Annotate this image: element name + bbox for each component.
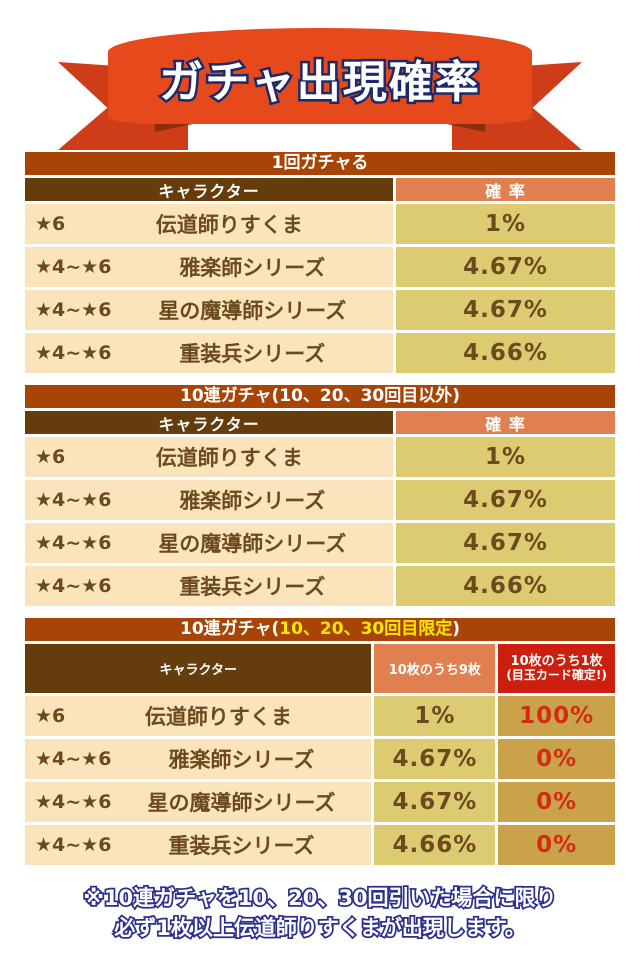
character-name: 雅楽師シリーズ — [179, 256, 326, 280]
footnote: ※10連ガチャを10、20、30回引いた場合に限り 必ず1枚以上伝道師りすくまが… — [0, 883, 640, 944]
probability-cell-nine-of-ten: 1% — [374, 696, 496, 736]
probability-cell-one-of-ten: 100% — [498, 696, 615, 736]
table-row: ★4~★6 重装兵シリーズ 4.66% 0% — [25, 825, 615, 865]
rarity-label: ★4~★6 — [35, 575, 112, 597]
column-header-one-of-ten: 10枚のうち1枚 (目玉カード確定!) — [498, 644, 615, 693]
table-row: ★4~★6 星の魔導師シリーズ 4.67% — [25, 290, 615, 330]
table-title: 10連ガチャ(10、20、30回目以外) — [25, 385, 615, 408]
character-name: 伝道師りすくま — [155, 446, 303, 470]
probability-cell: 1% — [396, 204, 615, 244]
probability-cell-nine-of-ten: 4.66% — [374, 825, 496, 865]
table-row: ★4~★6 星の魔導師シリーズ 4.67% — [25, 523, 615, 563]
column-header-one-of-ten-line1: 10枚のうち1枚 — [510, 653, 603, 669]
rarity-label: ★4~★6 — [35, 299, 112, 321]
character-cell: ★4~★6 雅楽師シリーズ — [25, 480, 394, 520]
probability-cell: 4.67% — [396, 290, 615, 330]
character-cell: ★4~★6 重装兵シリーズ — [25, 825, 372, 865]
rarity-label: ★4~★6 — [35, 342, 112, 364]
character-name: 重装兵シリーズ — [179, 575, 326, 599]
character-name: 重装兵シリーズ — [179, 342, 326, 366]
character-cell: ★6 伝道師りすくま — [25, 204, 394, 244]
table-row: ★6 伝道師りすくま 1% — [25, 204, 615, 244]
probability-table-ten-pull-guaranteed: 10連ガチャ(10、20、30回目限定) キャラクター 10枚のうち9枚 10枚… — [25, 618, 615, 865]
probability-cell: 4.66% — [396, 333, 615, 373]
character-name: 星の魔導師シリーズ — [147, 791, 336, 815]
rarity-label: ★6 — [35, 213, 66, 235]
column-header-one-of-ten-line2: (目玉カード確定!) — [506, 668, 607, 683]
character-cell: ★6 伝道師りすくま — [25, 696, 372, 736]
probability-cell-nine-of-ten: 4.67% — [374, 739, 496, 779]
rarity-label: ★4~★6 — [35, 489, 112, 511]
rarity-label: ★6 — [35, 705, 66, 727]
probability-cell: 1% — [396, 437, 615, 477]
probability-cell-one-of-ten: 0% — [498, 739, 615, 779]
table-row: ★6 伝道師りすくま 1% 100% — [25, 696, 615, 736]
probability-table-single: 1回ガチャる キャラクター 確 率 ★6 伝道師りすくま 1% ★4~★6 雅楽… — [25, 152, 615, 373]
probability-cell: 4.67% — [396, 247, 615, 287]
table-header-row: キャラクター 確 率 — [25, 178, 615, 201]
table-title: 10連ガチャ(10、20、30回目限定) — [25, 618, 615, 641]
character-cell: ★4~★6 星の魔導師シリーズ — [25, 523, 394, 563]
probability-cell: 4.67% — [396, 523, 615, 563]
rarity-label: ★4~★6 — [35, 256, 112, 278]
character-name: 伝道師りすくま — [144, 705, 292, 729]
table-title-suffix: ) — [452, 619, 461, 639]
probability-cell: 4.67% — [396, 480, 615, 520]
table-row: ★4~★6 重装兵シリーズ 4.66% — [25, 333, 615, 373]
page-title: ガチャ出現確率 — [157, 55, 482, 111]
character-cell: ★4~★6 雅楽師シリーズ — [25, 739, 372, 779]
table-row: ★4~★6 雅楽師シリーズ 4.67% — [25, 480, 615, 520]
character-cell: ★4~★6 重装兵シリーズ — [25, 333, 394, 373]
table-header-row: キャラクター 確 率 — [25, 411, 615, 434]
column-header-character: キャラクター — [25, 644, 372, 693]
character-name: 星の魔導師シリーズ — [158, 532, 347, 556]
table-title-highlight: 10、20、30回目限定 — [279, 619, 453, 639]
character-cell: ★6 伝道師りすくま — [25, 437, 394, 477]
ribbon-band — [108, 28, 532, 124]
probability-table-ten-pull-normal: 10連ガチャ(10、20、30回目以外) キャラクター 確 率 ★6 伝道師りす… — [25, 385, 615, 606]
table-row: ★4~★6 雅楽師シリーズ 4.67% — [25, 247, 615, 287]
column-header-probability: 確 率 — [396, 178, 615, 201]
table-row: ★4~★6 重装兵シリーズ 4.66% — [25, 566, 615, 606]
rarity-label: ★4~★6 — [35, 532, 112, 554]
character-name: 重装兵シリーズ — [168, 834, 315, 858]
table-header-row: キャラクター 10枚のうち9枚 10枚のうち1枚 (目玉カード確定!) — [25, 644, 615, 693]
table-title: 1回ガチャる — [25, 152, 615, 175]
table-row: ★4~★6 星の魔導師シリーズ 4.67% 0% — [25, 782, 615, 822]
character-name: 伝道師りすくま — [155, 213, 303, 237]
rarity-label: ★4~★6 — [35, 748, 112, 770]
rarity-label: ★6 — [35, 446, 66, 468]
probability-cell-one-of-ten: 0% — [498, 782, 615, 822]
table-title-prefix: 10連ガチャ( — [179, 619, 280, 639]
character-cell: ★4~★6 重装兵シリーズ — [25, 566, 394, 606]
character-cell: ★4~★6 星の魔導師シリーズ — [25, 782, 372, 822]
table-row: ★4~★6 雅楽師シリーズ 4.67% 0% — [25, 739, 615, 779]
character-name: 雅楽師シリーズ — [179, 489, 326, 513]
character-name: 雅楽師シリーズ — [168, 748, 315, 772]
probability-cell: 4.66% — [396, 566, 615, 606]
character-cell: ★4~★6 雅楽師シリーズ — [25, 247, 394, 287]
column-header-character: キャラクター — [25, 178, 394, 201]
rarity-label: ★4~★6 — [35, 791, 112, 813]
column-header-nine-of-ten: 10枚のうち9枚 — [374, 644, 496, 693]
column-header-probability: 確 率 — [396, 411, 615, 434]
footnote-line-2: 必ず1枚以上伝道師りすくまが出現します。 — [112, 915, 527, 943]
table-row: ★6 伝道師りすくま 1% — [25, 437, 615, 477]
probability-cell-nine-of-ten: 4.67% — [374, 782, 496, 822]
character-cell: ★4~★6 星の魔導師シリーズ — [25, 290, 394, 330]
character-name: 星の魔導師シリーズ — [158, 299, 347, 323]
footnote-line-1: ※10連ガチャを10、20、30回引いた場合に限り — [82, 884, 559, 912]
probability-cell-one-of-ten: 0% — [498, 825, 615, 865]
rarity-label: ★4~★6 — [35, 834, 112, 856]
banner: ガチャ出現確率 — [0, 0, 640, 152]
column-header-character: キャラクター — [25, 411, 394, 434]
